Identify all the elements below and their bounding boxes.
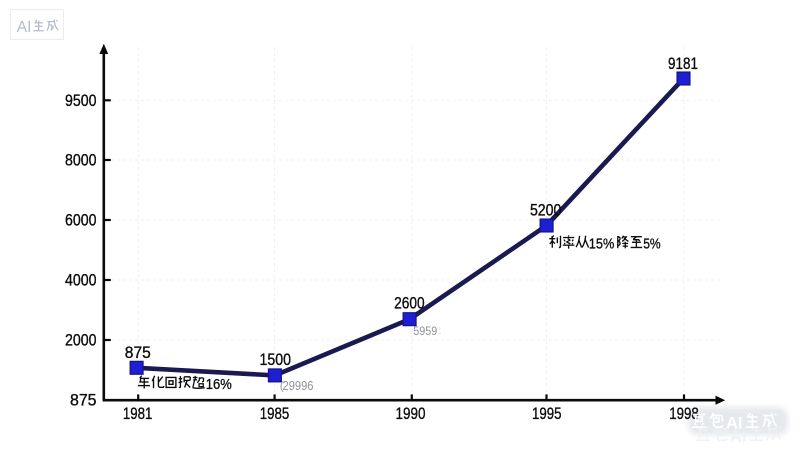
svg-text:9181: 9181 (668, 55, 698, 73)
svg-text:1998: 1998 (669, 405, 699, 423)
svg-text::: : (439, 326, 442, 337)
svg-text:1990: 1990 (396, 405, 426, 423)
svg-text:4000: 4000 (65, 272, 97, 290)
svg-text:29996: 29996 (283, 378, 314, 393)
svg-text:8000: 8000 (65, 152, 97, 170)
svg-text:9500: 9500 (65, 92, 97, 110)
svg-text:AI: AI (726, 415, 743, 433)
svg-text:5%: 5% (643, 236, 661, 252)
svg-text:15%: 15% (589, 236, 615, 252)
svg-text:1500: 1500 (260, 351, 292, 369)
svg-text:AI: AI (730, 428, 747, 446)
svg-text:1981: 1981 (123, 405, 153, 423)
svg-text:5959: 5959 (413, 326, 437, 338)
svg-text:1995: 1995 (532, 405, 562, 423)
svg-text:AI: AI (17, 19, 32, 36)
svg-text:2000: 2000 (65, 332, 97, 350)
svg-text:1985: 1985 (260, 405, 290, 423)
svg-text:875: 875 (125, 344, 151, 362)
svg-text:2600: 2600 (394, 294, 425, 312)
svg-text:6000: 6000 (65, 212, 97, 230)
svg-text:875: 875 (70, 392, 97, 410)
svg-text:5200: 5200 (530, 201, 562, 219)
svg-text:(: ( (280, 378, 284, 392)
svg-text:16%: 16% (206, 377, 232, 393)
